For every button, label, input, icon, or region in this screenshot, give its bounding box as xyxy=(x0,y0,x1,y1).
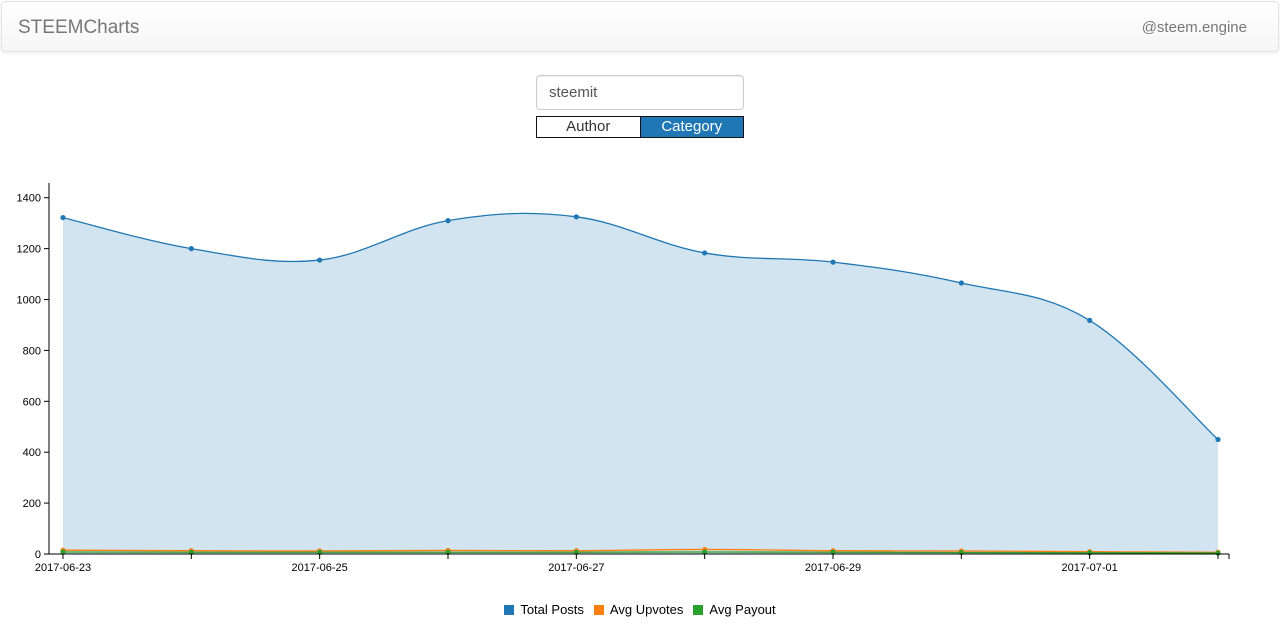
line-chart: 0 200 400 600 800 1000 1200 1400 2017-06-23 2017-… xyxy=(17,183,1230,574)
data-point-total-posts xyxy=(60,214,66,221)
data-point-total-posts xyxy=(830,259,836,265)
y-tick-label: 0 xyxy=(35,549,41,561)
legend-item-avg-payout[interactable]: Avg Payout xyxy=(693,602,776,617)
series-line-avg-upvotes xyxy=(62,548,1219,553)
data-point-avg-payout xyxy=(702,549,708,555)
search-input[interactable] xyxy=(536,75,744,110)
mode-toggle: Author Category xyxy=(536,116,744,138)
y-tick-label: 1200 xyxy=(17,244,41,256)
legend-swatch xyxy=(593,604,604,615)
y-tick-label: 800 xyxy=(23,345,41,357)
data-point-total-posts xyxy=(573,214,579,220)
data-point-total-posts xyxy=(1087,317,1093,323)
account-link[interactable]: @steem.engine xyxy=(1141,19,1247,36)
data-point-total-posts xyxy=(445,218,451,224)
y-tick-label: 600 xyxy=(23,396,41,408)
data-point-avg-payout xyxy=(60,549,66,555)
data-point-total-posts xyxy=(188,246,194,252)
legend-label: Avg Payout xyxy=(709,602,776,617)
brand-link[interactable]: STEEMCharts xyxy=(18,17,140,38)
data-point-total-posts xyxy=(958,280,964,286)
x-tick-label: 2017-06-23 xyxy=(35,562,91,574)
y-tick-label: 400 xyxy=(23,447,41,459)
y-tick-label: 1000 xyxy=(17,295,41,307)
legend-item-avg-upvotes[interactable]: Avg Upvotes xyxy=(593,602,684,617)
x-tick-label: 2017-06-27 xyxy=(548,562,604,574)
chart-legend: Total Posts Avg Upvotes Avg Payout xyxy=(0,602,1280,617)
series-area-total-posts xyxy=(63,213,1218,554)
y-tick-label: 200 xyxy=(23,498,41,510)
author-toggle-button[interactable]: Author xyxy=(537,117,641,137)
data-point-total-posts xyxy=(1215,436,1221,443)
x-tick-label: 2017-06-29 xyxy=(805,562,861,574)
x-tick-label: 2017-06-25 xyxy=(292,562,348,574)
navbar: STEEMCharts @steem.engine xyxy=(1,1,1279,52)
data-point-total-posts xyxy=(702,250,708,256)
legend-label: Avg Upvotes xyxy=(609,602,684,617)
legend-swatch xyxy=(504,604,515,615)
y-tick-label: 1400 xyxy=(17,193,41,205)
legend-swatch xyxy=(693,604,704,615)
legend-label: Total Posts xyxy=(520,602,584,617)
category-toggle-button[interactable]: Category xyxy=(640,117,743,137)
series-line-avg-payout xyxy=(62,551,1219,554)
series-line-total-posts xyxy=(62,212,1219,440)
x-tick-label: 2017-07-01 xyxy=(1062,562,1118,574)
legend-item-total-posts[interactable]: Total Posts xyxy=(504,602,584,617)
data-point-total-posts xyxy=(317,257,323,263)
